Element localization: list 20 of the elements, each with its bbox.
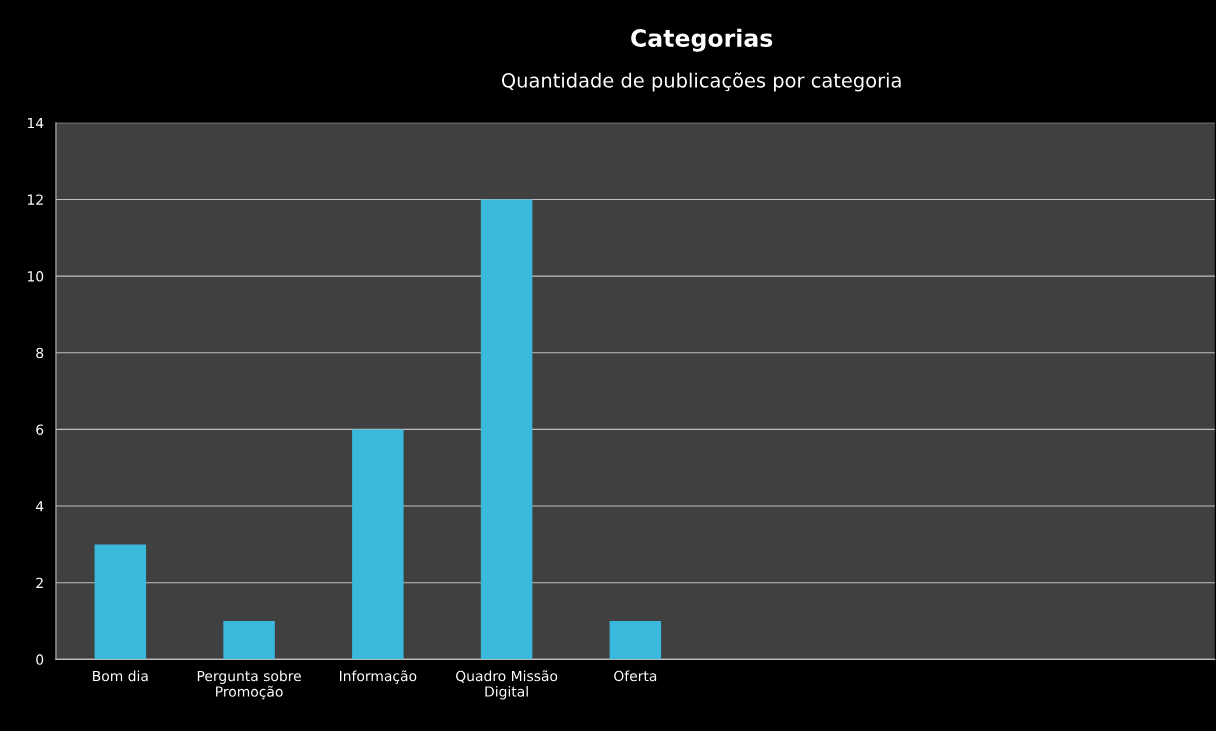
- chart-title: Categorias: [631, 28, 773, 52]
- bar: [352, 429, 404, 660]
- y-tick-label: 12: [27, 194, 43, 205]
- x-tick-label: Quadro Missão Digital: [456, 670, 558, 700]
- y-tick-label: 4: [35, 501, 44, 512]
- bar: [609, 621, 662, 660]
- bar: [480, 199, 533, 660]
- y-tick-label: 2: [36, 577, 43, 588]
- x-tick-label: Bom dia: [93, 670, 148, 682]
- x-tick-label: Pergunta sobre Promoção: [197, 670, 301, 700]
- y-tick-label: 0: [36, 654, 44, 665]
- bar: [223, 621, 275, 660]
- y-tick-label: 8: [36, 347, 44, 359]
- y-tick-label: 6: [36, 424, 44, 435]
- y-tick-label: 14: [27, 117, 44, 129]
- x-tick-label: Oferta: [614, 670, 657, 682]
- x-tick-label: Informação: [339, 670, 417, 684]
- y-tick-label: 10: [27, 271, 44, 282]
- bar: [94, 544, 147, 660]
- chart-subtitle: Quantidade de publicações por categoria: [501, 72, 901, 92]
